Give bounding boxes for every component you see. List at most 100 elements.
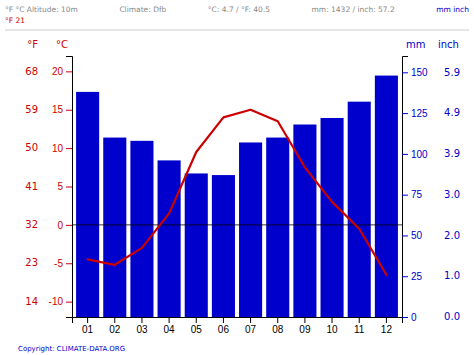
tick-mark xyxy=(66,225,72,226)
tick: 10 xyxy=(326,317,338,335)
tick-mark xyxy=(223,317,224,323)
tick: -5 xyxy=(54,258,72,269)
line xyxy=(88,110,387,275)
tick: 04 xyxy=(164,317,176,335)
tick-mark xyxy=(304,317,305,323)
tick-label: 5.9 xyxy=(444,67,460,78)
tick-label: 150 xyxy=(411,67,428,78)
header-text: °F 21 xyxy=(5,16,25,25)
axis-title: °C xyxy=(56,39,68,50)
tick-label: 0.0 xyxy=(444,311,460,322)
tick: 10 xyxy=(52,143,72,154)
tick: 05 xyxy=(191,317,203,335)
tick-mark xyxy=(386,317,387,323)
tick-label: 0 xyxy=(57,220,63,231)
axis-title: inch xyxy=(438,39,459,50)
tick: 07 xyxy=(245,317,257,335)
tick-label: 5 xyxy=(57,181,63,192)
tick-label: 23 xyxy=(25,257,38,268)
tick-label: 100 xyxy=(411,149,428,160)
tick-label: 07 xyxy=(245,324,257,335)
tick-mark xyxy=(402,72,408,73)
tick-mark xyxy=(332,317,333,323)
tick-label: 50 xyxy=(411,230,423,241)
tick: 02 xyxy=(109,317,121,335)
tick: 09 xyxy=(299,317,311,335)
tick: 150 xyxy=(402,67,428,78)
tick-mark xyxy=(66,148,72,149)
tick: 06 xyxy=(218,317,230,335)
tick-label: 0 xyxy=(411,312,417,323)
tick-mark xyxy=(359,317,360,323)
tick-mark xyxy=(402,113,408,114)
axis-title: °F xyxy=(27,39,38,50)
bars xyxy=(76,76,398,317)
tick-label: 50 xyxy=(25,142,38,153)
header-row: °F 21 xyxy=(5,16,25,25)
tick-label: 25 xyxy=(411,271,423,282)
tick-label: 32 xyxy=(25,219,38,230)
bar xyxy=(103,138,126,317)
tick-label: 03 xyxy=(136,324,148,335)
bar xyxy=(375,76,398,317)
tick: 01 xyxy=(82,317,94,335)
tick: 75 xyxy=(402,189,423,200)
y-outer-labels: 14233241505968 xyxy=(25,66,38,307)
bar xyxy=(321,118,344,317)
tick-label: 15 xyxy=(52,104,64,115)
tick-mark xyxy=(402,235,408,236)
tick-label: 1.0 xyxy=(444,270,460,281)
bar xyxy=(130,141,153,317)
tick-mark xyxy=(402,154,408,155)
tick-mark xyxy=(402,317,408,318)
plot-area xyxy=(72,76,402,317)
tick-mark xyxy=(66,187,72,188)
y-axis: -10-505101520 xyxy=(49,57,73,318)
bar xyxy=(239,142,262,317)
tick-label: 20 xyxy=(52,66,64,77)
tick-label: 4.9 xyxy=(444,107,460,118)
bar xyxy=(266,138,289,317)
tick: 50 xyxy=(402,230,423,241)
bar xyxy=(158,160,181,317)
reference-line xyxy=(72,224,402,225)
bar xyxy=(185,173,208,317)
tick-label: 05 xyxy=(191,324,203,335)
tick-mark xyxy=(402,195,408,196)
tick-mark xyxy=(169,317,170,323)
tick-label: 01 xyxy=(82,324,94,335)
tick-label: 11 xyxy=(354,324,365,335)
annotation: Copyright: CLIMATE-DATA.ORG xyxy=(18,345,125,353)
bar xyxy=(212,175,235,317)
tick-label: 14 xyxy=(25,296,38,307)
separator xyxy=(5,30,469,31)
header-text: Climate: Dfb xyxy=(119,5,166,14)
tick-label: 3.9 xyxy=(444,148,460,159)
tick-label: 04 xyxy=(164,324,176,335)
header-text: °C: 4.7 / °F: 40.5 xyxy=(208,5,270,14)
tick-label: 02 xyxy=(109,324,121,335)
tick-label: 59 xyxy=(25,104,38,115)
tick: 100 xyxy=(402,149,428,160)
tick-label: 10 xyxy=(52,143,64,154)
tick-mark xyxy=(196,317,197,323)
tick: 0 xyxy=(57,220,72,231)
tick: 125 xyxy=(402,108,428,119)
tick-label: 2.0 xyxy=(444,230,460,241)
tick-label: 06 xyxy=(218,324,230,335)
header-row: °F °C Altitude: 10mClimate: Dfb°C: 4.7 /… xyxy=(5,5,469,14)
y2-axis: 0 25 50 75 100 125 150 xyxy=(402,57,428,323)
axis-line xyxy=(73,318,403,324)
tick-mark xyxy=(114,317,115,323)
tick: 15 xyxy=(52,104,72,115)
tick-mark xyxy=(66,263,72,264)
tick: 25 xyxy=(402,271,423,282)
axis-line xyxy=(403,57,409,318)
axis-line xyxy=(66,57,73,318)
tick-label: 125 xyxy=(411,108,428,119)
tick: 5 xyxy=(57,181,72,192)
y2-outer-labels: 0.01.02.03.03.94.95.9 xyxy=(444,67,460,323)
tick-label: -5 xyxy=(54,258,63,269)
tick-mark xyxy=(277,317,278,323)
tick-label: 68 xyxy=(25,66,38,77)
